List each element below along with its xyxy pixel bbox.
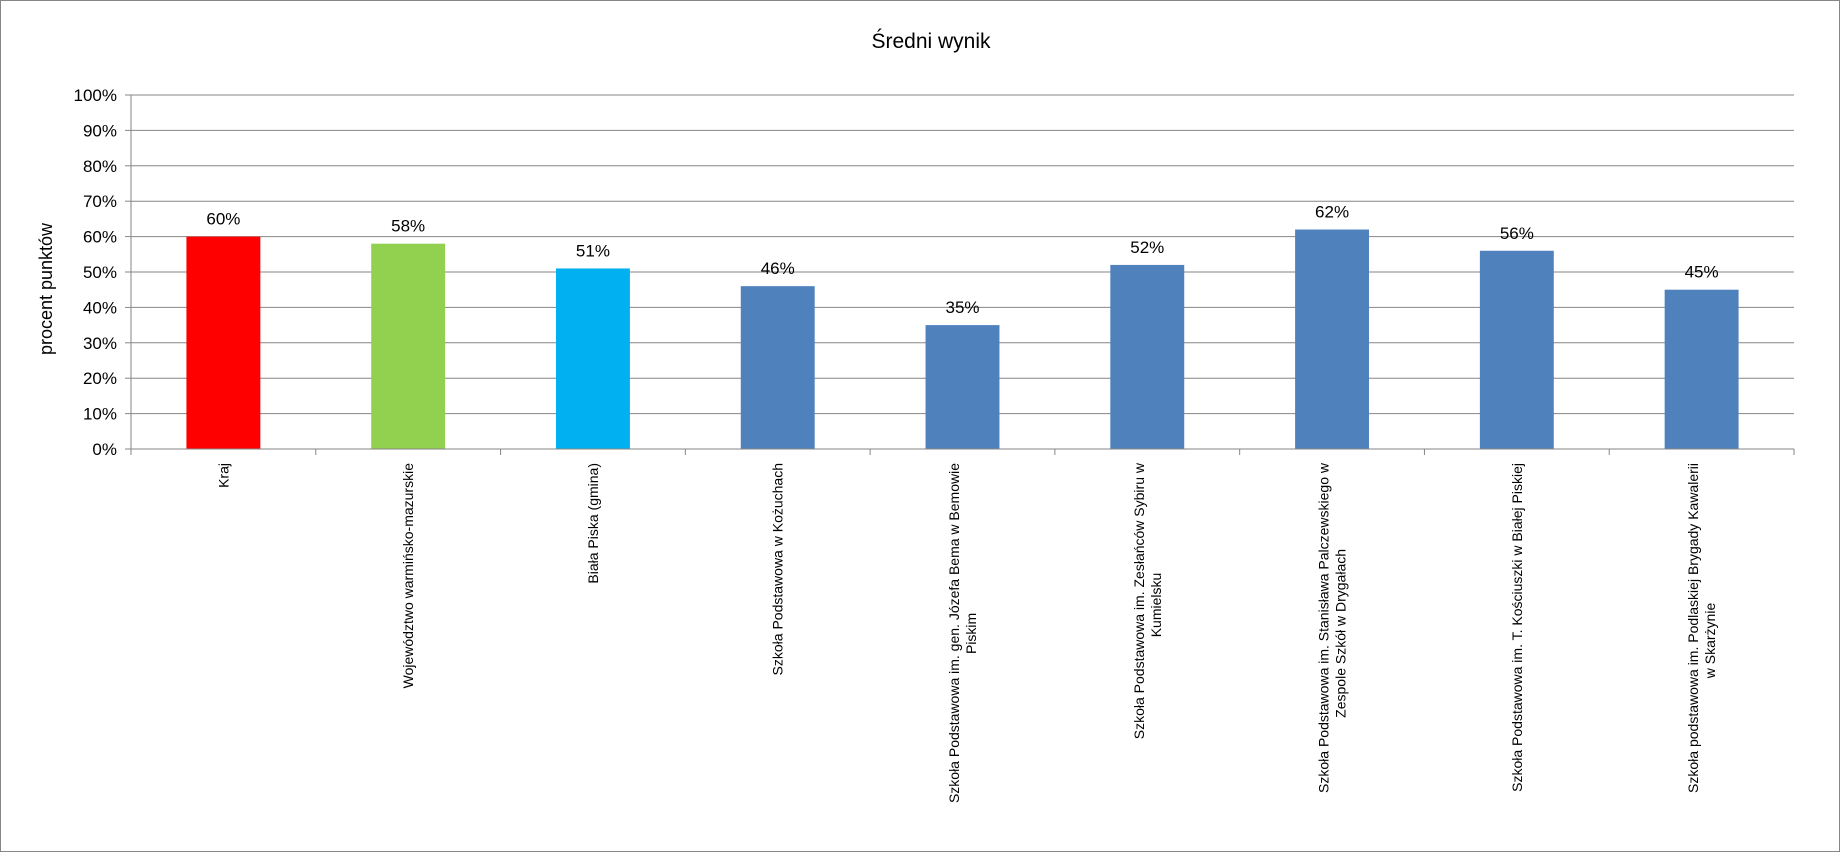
bars <box>186 229 1739 449</box>
y-tick-label: 20% <box>83 369 117 388</box>
bar <box>1664 289 1739 449</box>
category-label-line: Szkoła Podstawowa im. Zesłańców Sybiru w <box>1131 462 1147 739</box>
x-category-label: Szkoła Podstawowa im. T. Kościuszki w Bi… <box>1509 463 1525 792</box>
y-tick-labels: 0% 10% 20% 30% 40% 50% 60% 70% 80% 90% 100% <box>74 86 117 459</box>
x-category-label: Szkoła Podstawowa im. Stanisława Palczew… <box>1316 462 1349 793</box>
y-tick-label: 50% <box>83 263 117 282</box>
y-tick-label: 40% <box>83 298 117 317</box>
category-label-line: Zespole Szkół w Drygałach <box>1333 549 1349 718</box>
category-label-line: w Skarżynie <box>1702 603 1718 680</box>
category-label-line: Szkoła Podstawowa w Kożuchach <box>770 463 786 675</box>
axes <box>125 94 1795 455</box>
data-label: 62% <box>1315 203 1349 222</box>
category-label-line: Piskim <box>963 613 979 654</box>
y-tick-label: 60% <box>83 228 117 247</box>
y-tick-label: 0% <box>92 440 117 459</box>
category-labels: Kraj Województwo warmińsko-mazurskie Biała… <box>215 462 1718 803</box>
data-label: 35% <box>945 298 979 317</box>
y-tick-label: 30% <box>83 334 117 353</box>
bar <box>186 236 261 449</box>
y-tick-label: 100% <box>74 86 117 105</box>
category-label-line: Szkoła Podstawowa im. T. Kościuszki w Bi… <box>1509 463 1525 792</box>
data-label: 56% <box>1500 224 1534 243</box>
category-label-line: Województwo warmińsko-mazurskie <box>400 463 416 689</box>
category-label-line: Szkoła podstawowa im. Podlaskiej Brygady… <box>1685 463 1701 793</box>
bar <box>1479 250 1554 449</box>
category-label-line: Biała Piska (gmina) <box>585 463 601 584</box>
y-axis-label: procent punktów <box>36 222 56 355</box>
chart-title: Średni wynik <box>871 29 991 53</box>
data-labels: 60% 58% 51% 46% 35% 52% 62% 56% 45% <box>206 203 1718 318</box>
y-tick-label: 80% <box>83 157 117 176</box>
category-label-line: Szkoła Podstawowa im. Stanisława Palczew… <box>1316 462 1332 793</box>
y-tick-label: 90% <box>83 121 117 140</box>
bar <box>1295 229 1370 449</box>
data-label: 45% <box>1685 263 1719 282</box>
y-tick-label: 10% <box>83 405 117 424</box>
x-category-label: Szkoła Podstawowa im. gen. Józefa Bema w… <box>946 463 979 803</box>
category-label-line: Szkoła Podstawowa im. gen. Józefa Bema w… <box>946 463 962 803</box>
bar <box>371 243 446 449</box>
bar <box>740 286 815 449</box>
data-label: 52% <box>1130 238 1164 257</box>
x-category-label: Biała Piska (gmina) <box>585 463 601 584</box>
x-category-label: Kraj <box>215 463 231 488</box>
bar <box>555 268 630 449</box>
category-label-line: Kumielsku <box>1148 573 1164 638</box>
x-category-label: Szkoła Podstawowa w Kożuchach <box>770 463 786 675</box>
data-label: 51% <box>576 241 610 260</box>
data-label: 58% <box>391 217 425 236</box>
category-label-line: Kraj <box>215 463 231 488</box>
x-category-label: Województwo warmińsko-mazurskie <box>400 463 416 689</box>
data-label: 46% <box>761 259 795 278</box>
x-category-label: Szkoła Podstawowa im. Zesłańców Sybiru w… <box>1131 462 1164 739</box>
x-category-label: Szkoła podstawowa im. Podlaskiej Brygady… <box>1685 463 1718 793</box>
bar <box>1110 264 1185 449</box>
data-label: 60% <box>206 210 240 229</box>
bar <box>925 325 1000 449</box>
y-tick-label: 70% <box>83 192 117 211</box>
